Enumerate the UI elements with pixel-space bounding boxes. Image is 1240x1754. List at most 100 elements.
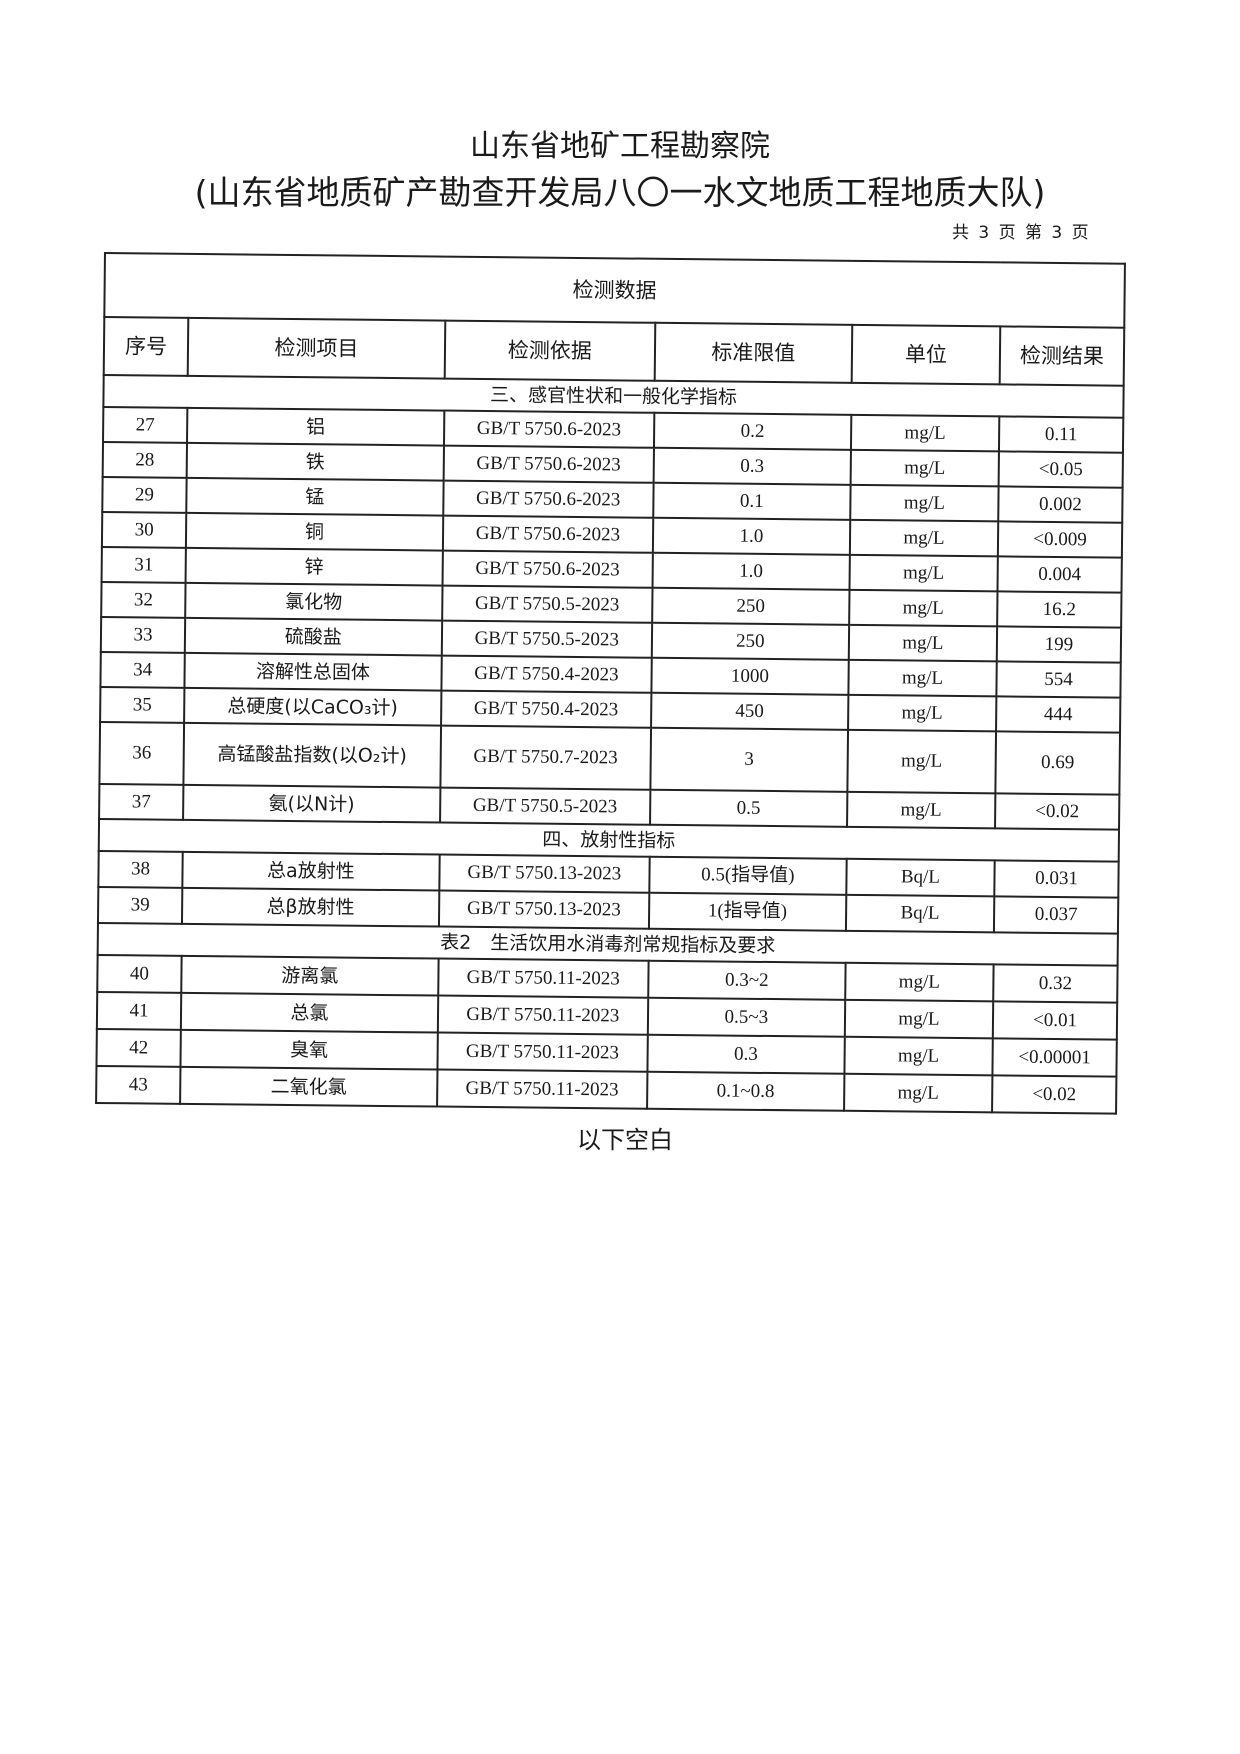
test-result: 0.69 (995, 731, 1121, 795)
unit: mg/L (844, 999, 994, 1039)
unit: mg/L (849, 519, 999, 557)
unit: mg/L (845, 962, 994, 1002)
test-item: 总a放射性 (182, 851, 440, 891)
standard-limit: 3 (650, 727, 848, 792)
test-item: 总氯 (180, 992, 438, 1033)
test-result: <0.009 (997, 521, 1123, 558)
unit: Bq/L (845, 894, 995, 933)
standard-limit: 0.5(指导值) (649, 856, 847, 895)
test-method: GB/T 5750.6-2023 (442, 480, 654, 518)
unit: mg/L (848, 589, 998, 627)
unit: mg/L (843, 1073, 993, 1113)
test-result: 16.2 (997, 591, 1122, 628)
test-item: 臭氧 (180, 1029, 438, 1070)
test-method: GB/T 5750.5-2023 (441, 585, 653, 623)
unit: mg/L (847, 694, 997, 732)
test-item: 铁 (186, 442, 444, 481)
unit: mg/L (850, 449, 1000, 487)
test-method: GB/T 5750.6-2023 (442, 515, 654, 553)
unit: mg/L (850, 484, 999, 522)
unit: Bq/L (846, 858, 995, 897)
standard-limit: 1.0 (652, 552, 850, 590)
standard-limit: 1(指导值) (648, 892, 847, 931)
test-item: 硫酸盐 (184, 617, 442, 656)
standard-limit: 1000 (651, 657, 849, 695)
test-result: 0.004 (997, 556, 1122, 593)
test-method: GB/T 5750.7-2023 (440, 725, 651, 790)
row-index: 28 (102, 442, 188, 478)
standard-limit: 450 (650, 692, 849, 730)
test-method: GB/T 5750.11-2023 (437, 958, 649, 998)
test-result: <0.01 (992, 1001, 1118, 1040)
test-method: GB/T 5750.6-2023 (443, 445, 654, 483)
test-result: 554 (996, 661, 1121, 698)
row-index: 29 (102, 476, 187, 513)
test-item: 总β放射性 (182, 887, 440, 927)
row-index: 42 (96, 1028, 181, 1067)
row-index: 41 (96, 991, 182, 1030)
column-header-limit: 标准限值 (654, 322, 853, 383)
test-item: 氯化物 (185, 582, 443, 621)
standard-limit: 0.2 (653, 412, 852, 450)
row-index: 35 (100, 686, 185, 723)
end-note: 以下空白 (577, 1126, 673, 1154)
test-method: GB/T 5750.11-2023 (437, 995, 649, 1035)
row-index: 34 (100, 651, 185, 688)
standard-limit: 250 (652, 587, 850, 625)
standard-limit: 0.3 (653, 447, 851, 485)
column-header-unit: 单位 (851, 324, 1001, 385)
test-result: 0.037 (993, 896, 1119, 934)
standard-limit: 0.1~0.8 (646, 1071, 845, 1111)
test-result: 0.031 (994, 860, 1119, 898)
row-index: 43 (96, 1065, 181, 1104)
standard-limit: 0.3 (647, 1034, 845, 1074)
column-header-index: 序号 (103, 317, 189, 376)
row-index: 31 (101, 546, 186, 583)
test-data-table: 检测数据 序号 检测项目 检测依据 标准限值 单位 检测结果 三、感官性状和一般… (95, 252, 1126, 1115)
standard-limit: 250 (651, 622, 849, 660)
test-method: GB/T 5750.4-2023 (441, 655, 652, 693)
table-row: 36 高锰酸盐指数(以O₂计) GB/T 5750.7-2023 3 mg/L 0.69 (99, 721, 1121, 795)
test-result: 0.32 (993, 964, 1118, 1003)
test-item: 总硬度(以CaCO₃计) (184, 687, 442, 726)
test-method: GB/T 5750.4-2023 (440, 690, 652, 728)
test-result: 0.11 (999, 416, 1124, 453)
unit: mg/L (846, 791, 996, 829)
test-item: 高锰酸盐指数(以O₂计) (183, 722, 441, 788)
standard-limit: 0.5 (649, 789, 848, 827)
standard-limit: 0.3~2 (648, 960, 846, 1000)
column-header-result: 检测结果 (999, 326, 1125, 386)
standard-limit: 1.0 (652, 517, 851, 555)
unit: mg/L (844, 1036, 993, 1076)
row-index: 30 (101, 511, 187, 548)
test-item: 溶解性总固体 (184, 652, 442, 691)
test-method: GB/T 5750.5-2023 (441, 620, 653, 658)
unit: mg/L (847, 729, 997, 794)
test-result: 0.002 (998, 486, 1123, 523)
row-index: 27 (103, 407, 188, 443)
test-item: 游离氯 (181, 955, 439, 996)
row-index: 33 (100, 616, 186, 653)
test-item: 铜 (185, 512, 443, 551)
row-index: 38 (98, 850, 183, 888)
test-method: GB/T 5750.13-2023 (439, 854, 650, 893)
unit: mg/L (848, 659, 997, 697)
test-result: <0.02 (995, 793, 1120, 830)
test-method: GB/T 5750.11-2023 (436, 1069, 648, 1109)
test-item: 锰 (186, 477, 444, 516)
row-index: 36 (99, 721, 185, 785)
test-method: GB/T 5750.6-2023 (443, 410, 655, 448)
row-index: 37 (99, 783, 184, 820)
test-method: GB/T 5750.5-2023 (439, 787, 651, 825)
test-method: GB/T 5750.13-2023 (438, 890, 650, 929)
table-title: 检测数据 (104, 253, 1125, 328)
test-method: GB/T 5750.11-2023 (437, 1032, 648, 1072)
test-item: 铝 (187, 407, 445, 446)
standard-limit: 0.1 (653, 482, 851, 520)
test-result: 444 (996, 696, 1121, 733)
column-header-item: 检测项目 (187, 317, 446, 379)
institute-title: 山东省地矿工程勘察院 (470, 129, 770, 164)
row-index: 39 (97, 886, 183, 924)
unit: mg/L (848, 624, 998, 662)
test-item: 氨(以N计) (183, 784, 441, 823)
